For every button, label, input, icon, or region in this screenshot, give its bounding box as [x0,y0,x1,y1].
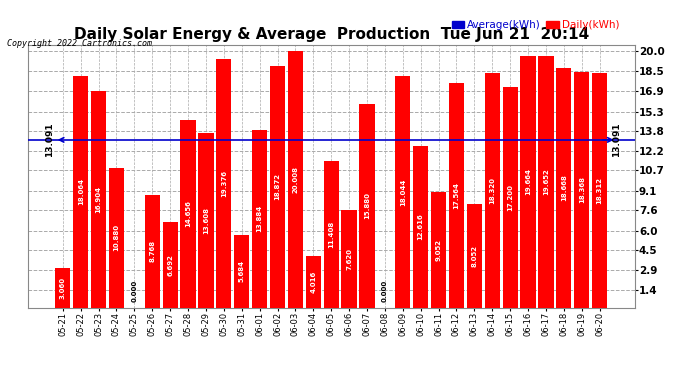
Bar [55,268,70,308]
Bar [163,222,178,308]
Text: 15.880: 15.880 [364,192,370,219]
Bar [431,192,446,308]
Bar [520,56,535,308]
Text: 13.091: 13.091 [45,123,54,157]
Text: 5.684: 5.684 [239,260,245,282]
Bar [181,120,196,308]
Bar [306,256,321,307]
Bar [556,69,571,308]
Title: Daily Solar Energy & Average  Production  Tue Jun 21  20:14: Daily Solar Energy & Average Production … [74,27,589,42]
Text: 18.368: 18.368 [579,176,584,203]
Text: 12.616: 12.616 [417,213,424,240]
Text: 18.668: 18.668 [561,174,566,201]
Bar [145,195,160,308]
Bar [234,235,249,308]
Bar [91,91,106,308]
Bar [216,59,231,308]
Text: 8.052: 8.052 [471,245,477,267]
Text: 9.052: 9.052 [435,238,442,261]
Bar [466,204,482,308]
Text: 0.000: 0.000 [131,280,137,302]
Text: 14.656: 14.656 [185,200,191,227]
Bar [502,87,518,308]
Bar [359,104,375,308]
Text: 18.312: 18.312 [597,177,602,204]
Bar [252,130,267,308]
Legend: Average(kWh), Daily(kWh): Average(kWh), Daily(kWh) [448,16,624,34]
Text: 8.768: 8.768 [149,240,155,262]
Text: 10.880: 10.880 [113,224,119,251]
Text: 20.008: 20.008 [293,166,298,193]
Text: 3.060: 3.060 [60,277,66,299]
Bar [484,73,500,308]
Bar [288,51,303,308]
Bar [109,168,124,308]
Bar [574,72,589,308]
Text: 16.904: 16.904 [96,186,101,213]
Text: 19.664: 19.664 [525,168,531,195]
Text: 6.692: 6.692 [167,254,173,276]
Text: 18.320: 18.320 [489,177,495,204]
Text: 18.872: 18.872 [275,173,281,200]
Bar [73,76,88,308]
Bar [413,146,428,308]
Text: Copyright 2022 Cartronics.com: Copyright 2022 Cartronics.com [7,39,152,48]
Text: 18.064: 18.064 [78,178,83,206]
Bar [324,161,339,308]
Bar [342,210,357,308]
Text: 0.000: 0.000 [382,280,388,302]
Bar [592,73,607,308]
Text: 4.016: 4.016 [310,271,316,293]
Bar [538,56,553,308]
Text: 17.200: 17.200 [507,184,513,211]
Bar [198,133,213,308]
Bar [449,82,464,308]
Bar [395,76,411,308]
Bar [270,66,285,308]
Text: 13.091: 13.091 [612,123,621,157]
Text: 19.652: 19.652 [543,168,549,195]
Text: 17.564: 17.564 [453,182,460,209]
Text: 19.376: 19.376 [221,170,227,197]
Text: 13.884: 13.884 [257,205,263,232]
Text: 18.044: 18.044 [400,178,406,206]
Text: 13.608: 13.608 [203,207,209,234]
Text: 7.620: 7.620 [346,248,352,270]
Text: 11.408: 11.408 [328,221,334,248]
